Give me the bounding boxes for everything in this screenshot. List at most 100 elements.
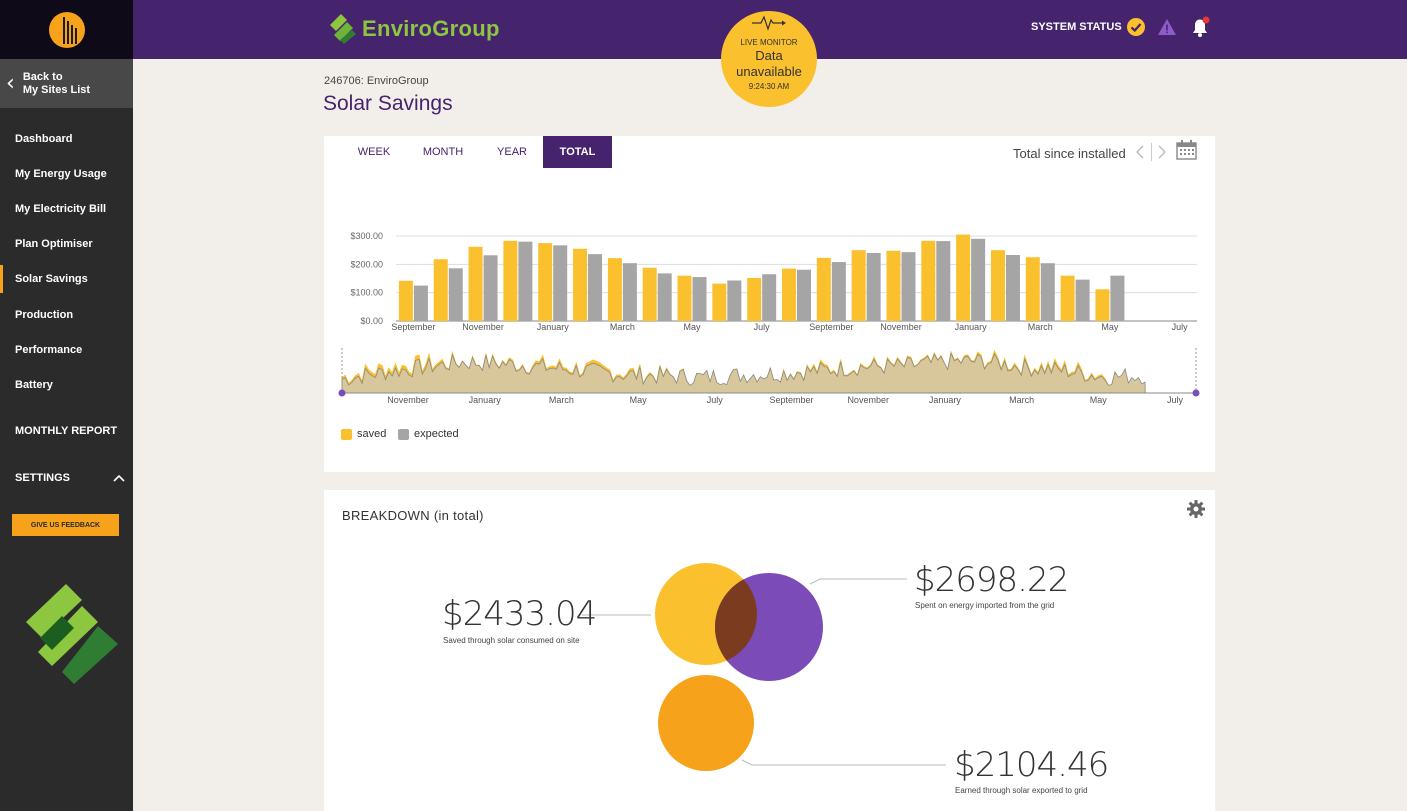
bar-expected [971, 238, 986, 321]
live-monitor-badge[interactable]: LIVE MONITOR Data unavailable 9:24:30 AM [721, 11, 817, 107]
sidebar-item-label: MONTHLY REPORT [15, 425, 118, 437]
sidebar-item-label: Solar Savings [15, 273, 88, 285]
page-title: Solar Savings [323, 92, 453, 115]
sidebar-item-performance[interactable]: Performance [0, 336, 133, 364]
bar-saved [468, 246, 483, 321]
sidebar-item-battery[interactable]: Battery [0, 371, 133, 399]
x-tick-label: May [684, 322, 702, 332]
bar-saved [607, 258, 622, 321]
exported-leader-line [741, 759, 946, 766]
navigator-tick-label: March [549, 395, 574, 405]
x-tick-label: March [1028, 322, 1053, 332]
back-label-line2: My Sites List [22, 83, 91, 96]
bell-icon[interactable] [1189, 16, 1211, 38]
exported-amount: $2104.46 [954, 745, 1109, 785]
calendar-icon[interactable] [1176, 140, 1197, 160]
legend-label-saved: saved [357, 428, 387, 440]
y-tick-label: $0.00 [360, 316, 383, 326]
live-monitor-time: 9:24:30 AM [748, 82, 790, 91]
sidebar-item-monthly-report[interactable]: MONTHLY REPORT [0, 417, 133, 445]
sidebar-item-label: SETTINGS [15, 472, 71, 484]
bar-expected [1040, 263, 1055, 321]
x-tick-label: November [462, 322, 504, 332]
navigator-handle-left[interactable] [338, 389, 346, 397]
sidebar-item-settings[interactable]: SETTINGS [0, 464, 133, 492]
bar-expected [866, 253, 881, 321]
chevron-left-icon[interactable] [1134, 144, 1146, 160]
legend-swatch-expected [398, 428, 409, 440]
navigator-tick-label: September [769, 395, 813, 405]
sidebar-item-electricity-bill[interactable]: My Electricity Bill [0, 195, 133, 223]
check-circle-icon[interactable] [1127, 18, 1145, 36]
legend-expected[interactable]: expected [398, 428, 459, 440]
bar-expected [762, 274, 777, 321]
bar-expected [797, 269, 811, 321]
bar-expected [1110, 275, 1125, 321]
x-tick-label: January [537, 322, 570, 332]
sidebar-item-dashboard[interactable]: Dashboard [0, 125, 133, 153]
bar-saved [782, 268, 796, 321]
navigator-tick-label: July [707, 395, 724, 405]
bar-expected [831, 262, 846, 321]
navigator-handle-right[interactable] [1192, 389, 1200, 397]
tab-year[interactable]: YEAR [497, 146, 527, 158]
app-logo[interactable] [0, 0, 133, 59]
sidebar-item-production[interactable]: Production [0, 301, 133, 329]
exported-description: Earned through solar exported to grid [955, 786, 1088, 795]
navigator-tick-label: January [469, 395, 502, 405]
warning-icon[interactable] [1157, 18, 1177, 36]
chevron-up-icon [113, 474, 125, 482]
sidebar-item-label: Production [15, 309, 74, 321]
breakdown-title: BREAKDOWN (in total) [342, 508, 484, 523]
x-tick-label: November [880, 322, 922, 332]
status-icons [1127, 16, 1211, 38]
savings-chart-card: WEEK MONTH YEAR TOTAL Total since instal… [324, 136, 1215, 472]
bar-expected [413, 285, 428, 321]
y-tick-label: $100.00 [350, 288, 383, 298]
bar-saved [1095, 289, 1110, 321]
brand[interactable]: EnviroGroup [330, 14, 500, 44]
bar-saved [851, 250, 866, 321]
x-tick-label: July [754, 322, 771, 332]
bar-saved [538, 243, 553, 321]
imported-amount: $2698.22 [914, 560, 1069, 600]
navigator-tick-label: March [1009, 395, 1034, 405]
y-tick-label: $200.00 [350, 259, 383, 269]
give-feedback-button[interactable]: GIVE US FEEDBACK [12, 514, 119, 536]
sidebar-item-label: My Energy Usage [15, 168, 107, 180]
tab-week[interactable]: WEEK [357, 146, 391, 158]
navigator-tick-label: November [847, 395, 889, 405]
saved-amount: $2433.04 [442, 594, 597, 634]
sidebar-item-label: Battery [15, 379, 53, 391]
x-tick-label: July [1172, 322, 1189, 332]
live-monitor-label: LIVE MONITOR [740, 38, 798, 47]
chevron-right-icon[interactable] [1156, 144, 1168, 160]
brand-name: EnviroGroup [362, 16, 500, 41]
pulse-icon [752, 15, 786, 31]
sidebar-item-label: My Electricity Bill [15, 203, 107, 215]
navigator-tick-label: May [1090, 395, 1108, 405]
bar-saved [642, 267, 657, 321]
bar-saved [433, 259, 448, 321]
legend-saved[interactable]: saved [341, 428, 386, 440]
range-label: Total since installed [1013, 146, 1126, 161]
tab-month[interactable]: MONTH [422, 146, 464, 158]
bar-saved [747, 277, 762, 321]
sidebar-item-plan-optimiser[interactable]: Plan Optimiser [0, 230, 133, 258]
exported-circle[interactable] [658, 675, 754, 771]
sidebar-item-solar-savings[interactable]: Solar Savings [0, 265, 133, 293]
tab-total[interactable]: TOTAL [543, 136, 612, 168]
sidebar-item-label: Performance [15, 344, 83, 356]
bar-saved [1060, 275, 1075, 321]
gear-icon[interactable] [1187, 500, 1205, 518]
sun-logo-icon [48, 11, 85, 48]
top-header: EnviroGroup SYSTEM STATUS [133, 0, 1407, 59]
back-to-sites-link[interactable]: ‹ Back to My Sites List [0, 59, 133, 108]
legend-swatch-saved [341, 428, 352, 440]
envirogroup-logo-icon [26, 584, 118, 684]
sidebar-item-energy-usage[interactable]: My Energy Usage [0, 160, 133, 188]
bar-saved [816, 257, 831, 321]
bar-expected [553, 245, 568, 321]
bar-saved [398, 280, 413, 321]
system-status-label: SYSTEM STATUS [1031, 21, 1122, 33]
